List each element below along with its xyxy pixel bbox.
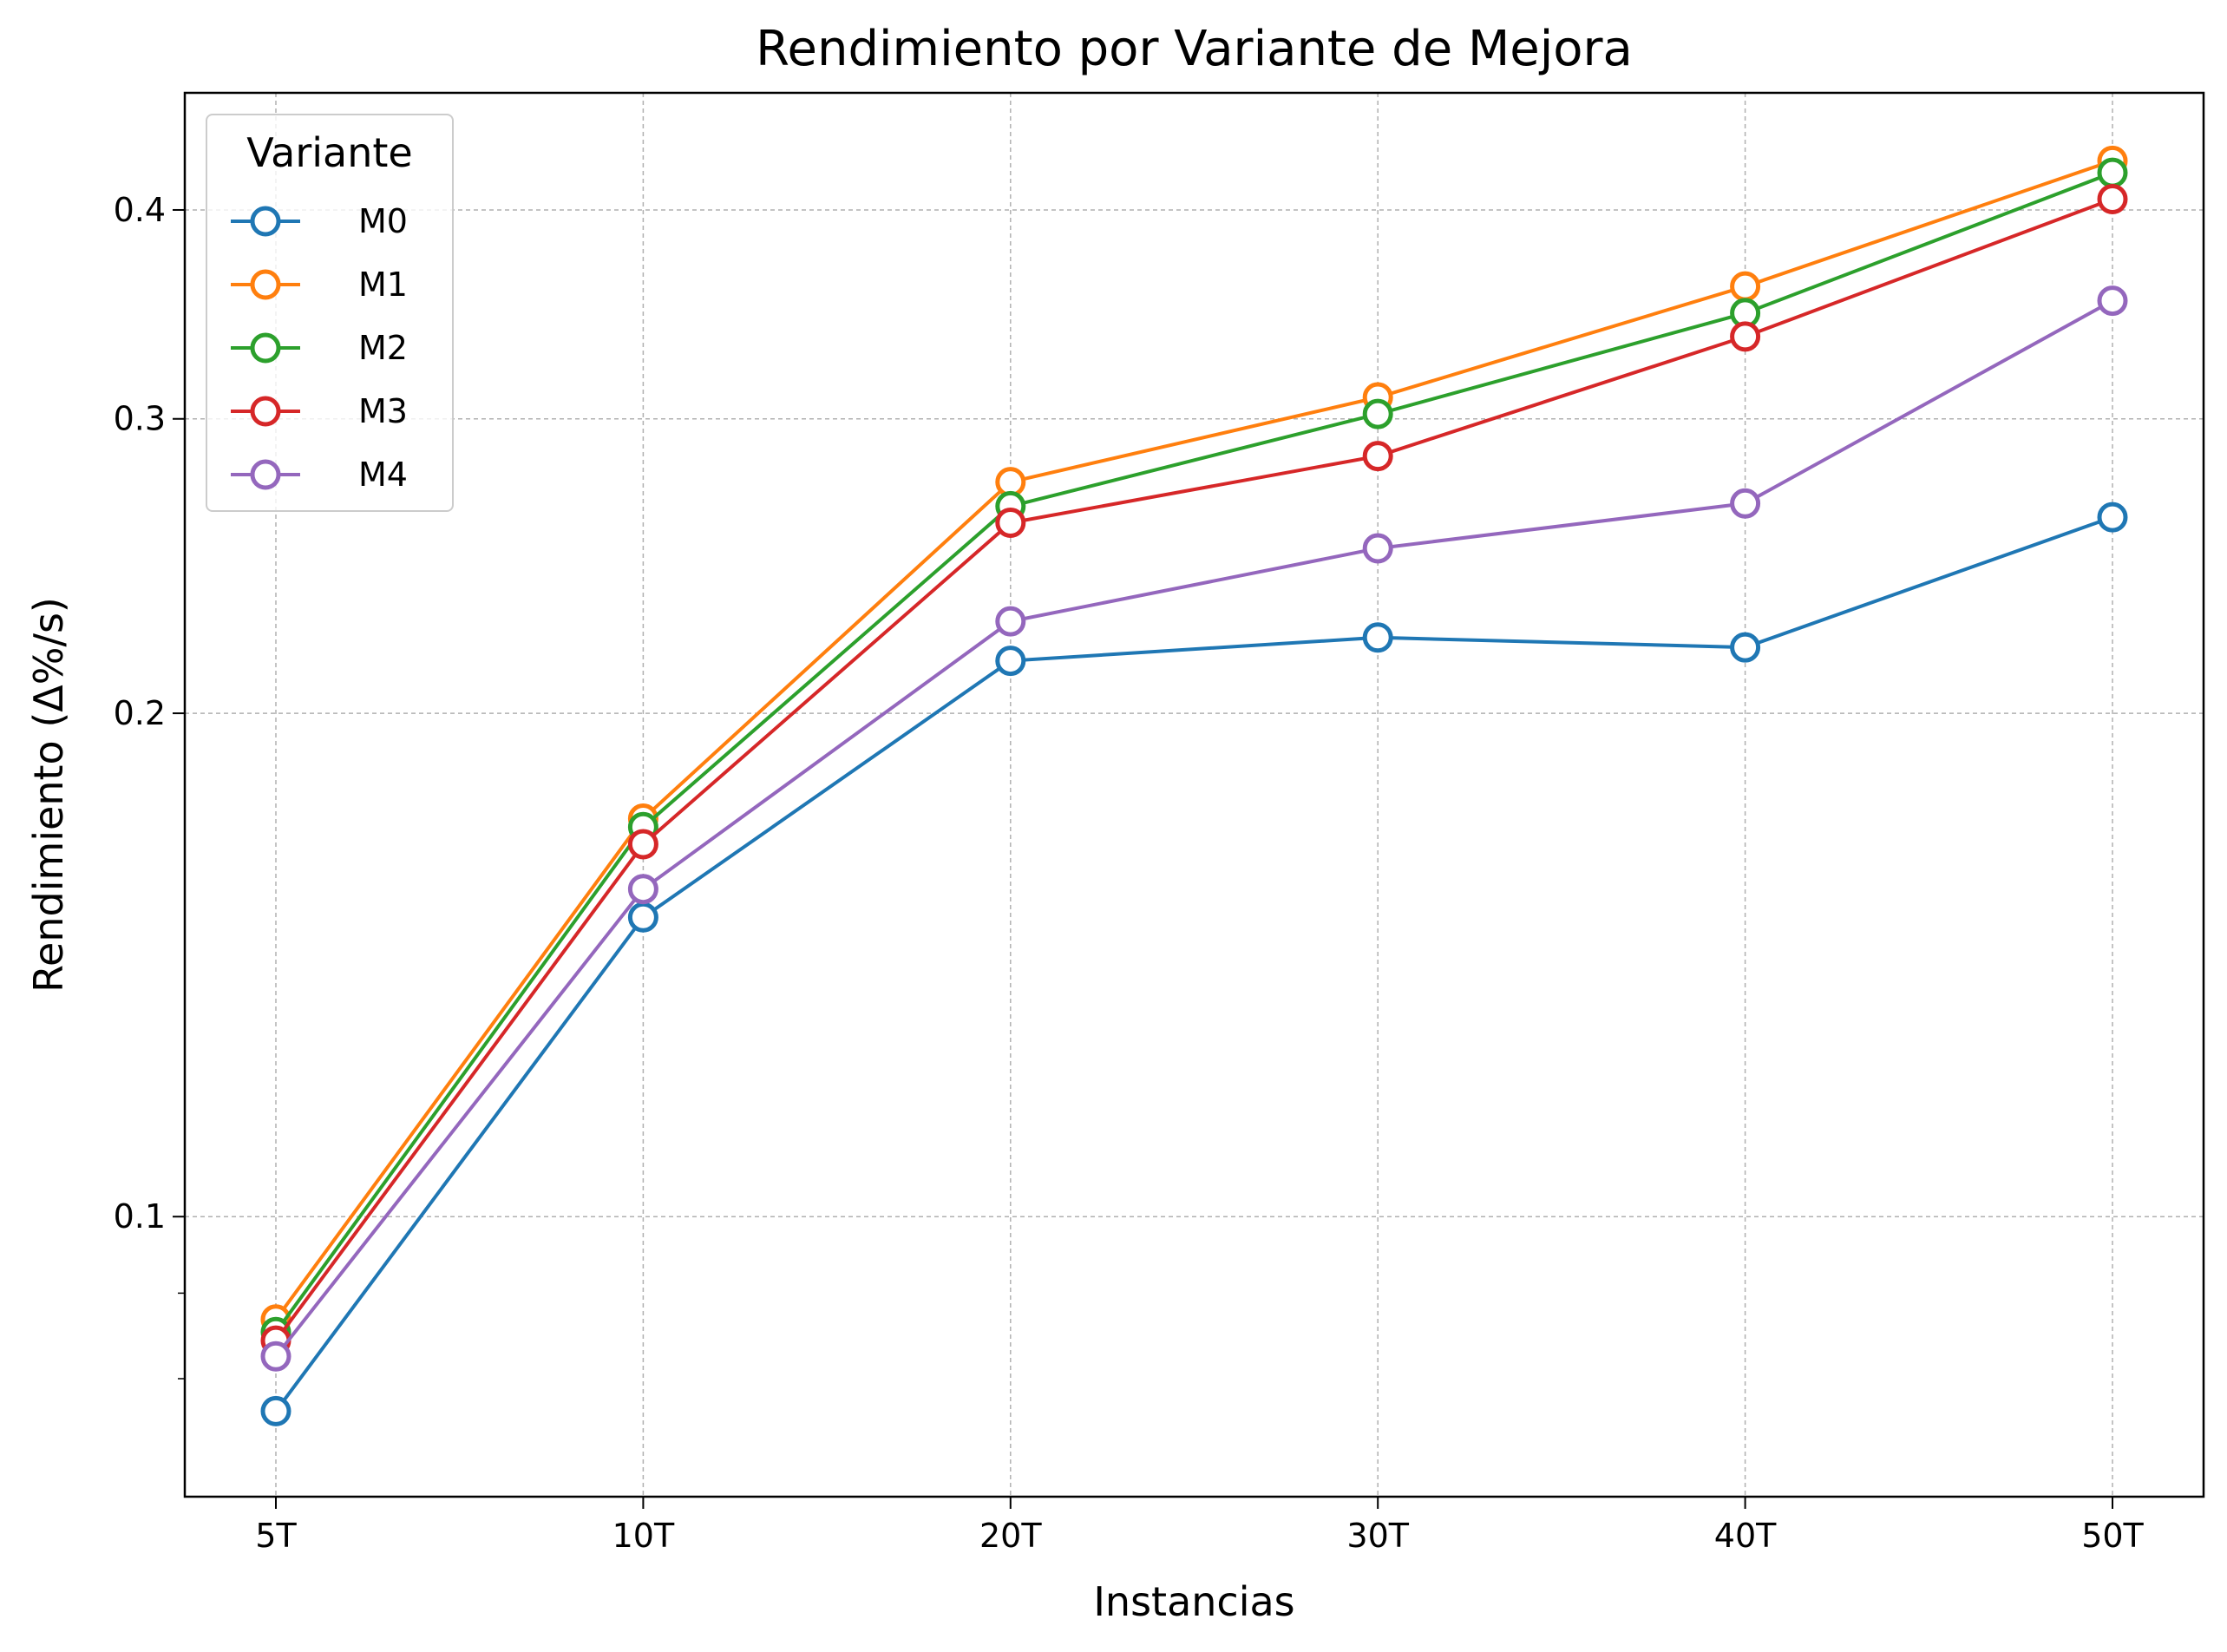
x-tick-label: 20T [979, 1517, 1042, 1555]
legend-item-M4: M4 [231, 456, 408, 494]
y-tick-label: 0.1 [114, 1197, 166, 1236]
legend-item-M3: M3 [231, 392, 408, 430]
grid [185, 93, 2204, 1497]
data-point [1730, 488, 1761, 519]
x-tick-label: 10T [612, 1517, 675, 1555]
series-line [274, 159, 2113, 1321]
data-point [260, 1395, 291, 1426]
plot-frame [183, 91, 2205, 1498]
series-line [274, 515, 2113, 1413]
x-tick-label: 50T [2081, 1517, 2144, 1555]
series-line [274, 298, 2113, 1358]
legend: Variante M0 M1 M2 M3 M4 [206, 114, 454, 512]
legend-label: M0 [358, 202, 408, 240]
ticks: 5T 10T 20T 30T 40T 50T 0.1 0.2 0.3 0.4 [114, 191, 2145, 1555]
data-point [995, 646, 1026, 677]
data-point [2097, 184, 2128, 215]
legend-marker [250, 206, 281, 237]
data-point [995, 606, 1026, 637]
x-axis-label: Instancias [1093, 1578, 1294, 1625]
data-point [1730, 632, 1761, 663]
data-point [627, 829, 658, 860]
data-point [1362, 441, 1393, 472]
legend-marker [250, 396, 281, 427]
series-line [274, 197, 2113, 1342]
legend-marker [250, 332, 281, 364]
data-point [260, 1341, 291, 1372]
series-M3 [260, 184, 2128, 1356]
data-point [2097, 285, 2128, 317]
legend-item-M2: M2 [231, 329, 408, 367]
data-point [627, 874, 658, 905]
data-point [2097, 157, 2128, 188]
legend-item-M0: M0 [231, 202, 408, 240]
data-point [1730, 321, 1761, 352]
data-point [627, 901, 658, 933]
series-M0 [260, 502, 2128, 1426]
data-point [1362, 622, 1393, 653]
data-point [2097, 502, 2128, 533]
series-layer [260, 145, 2128, 1426]
x-tick-label: 40T [1714, 1517, 1777, 1555]
data-point [1362, 398, 1393, 429]
data-point [1362, 533, 1393, 564]
data-point [1730, 271, 1761, 302]
legend-label: M1 [358, 266, 408, 304]
y-axis-label: Rendimiento (Δ%/s) [25, 597, 72, 993]
series-line [274, 171, 2113, 1334]
legend-label: M4 [358, 456, 408, 494]
y-tick-label: 0.4 [114, 191, 166, 229]
y-tick-label: 0.3 [114, 400, 166, 438]
series-M4 [260, 285, 2128, 1372]
legend-marker [250, 269, 281, 300]
legend-title: Variante [246, 129, 412, 176]
legend-item-M1: M1 [231, 266, 408, 304]
y-tick-label: 0.2 [114, 694, 166, 732]
x-tick-label: 30T [1346, 1517, 1409, 1555]
legend-label: M2 [358, 329, 408, 367]
x-tick-label: 5T [255, 1517, 297, 1555]
legend-label: M3 [358, 392, 408, 430]
chart-title: Rendimiento por Variante de Mejora [756, 21, 1633, 77]
legend-marker [250, 459, 281, 490]
data-point [995, 508, 1026, 539]
